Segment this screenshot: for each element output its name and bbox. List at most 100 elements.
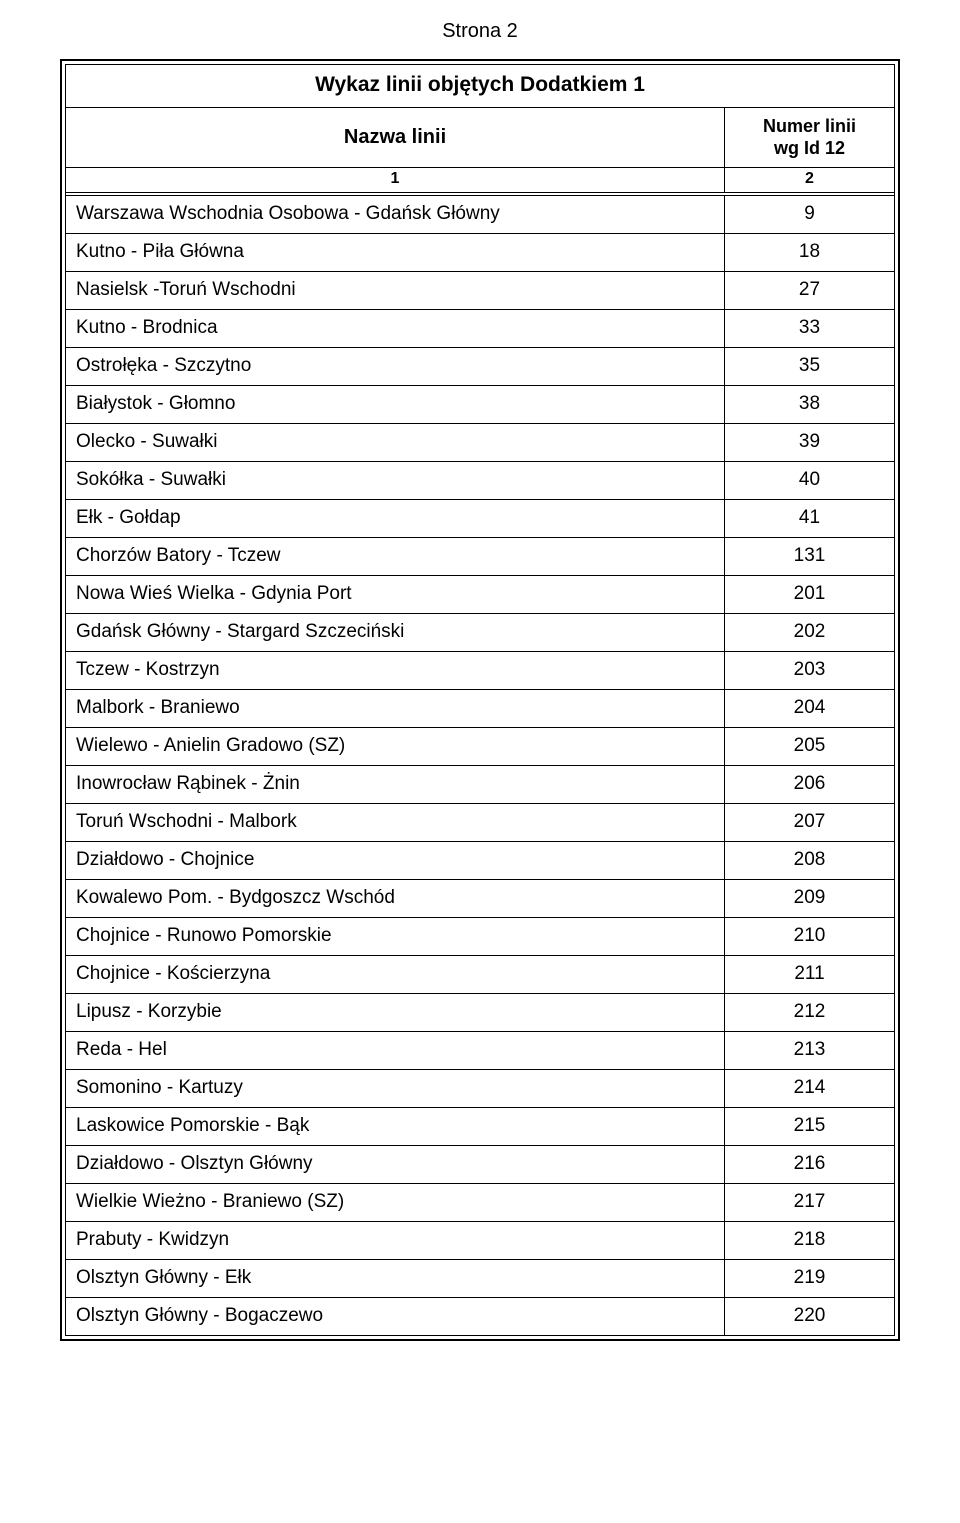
table-row: Gdańsk Główny - Stargard Szczeciński202 bbox=[66, 613, 894, 651]
line-number: 208 bbox=[724, 842, 894, 879]
header-num-line2: wg Id 12 bbox=[774, 138, 845, 158]
line-name: Chojnice - Runowo Pomorskie bbox=[66, 918, 724, 955]
table-row: Działdowo - Chojnice208 bbox=[66, 841, 894, 879]
table-row: Warszawa Wschodnia Osobowa - Gdańsk Głów… bbox=[66, 196, 894, 233]
table-row: Kutno - Brodnica33 bbox=[66, 309, 894, 347]
line-name: Olsztyn Główny - Bogaczewo bbox=[66, 1298, 724, 1335]
table-row: Tczew - Kostrzyn203 bbox=[66, 651, 894, 689]
table-row: Laskowice Pomorskie - Bąk215 bbox=[66, 1107, 894, 1145]
line-name: Nasielsk -Toruń Wschodni bbox=[66, 272, 724, 309]
line-number: 218 bbox=[724, 1222, 894, 1259]
line-number: 203 bbox=[724, 652, 894, 689]
colnum-right: 2 bbox=[724, 168, 894, 192]
line-number: 209 bbox=[724, 880, 894, 917]
line-number: 39 bbox=[724, 424, 894, 461]
line-name: Laskowice Pomorskie - Bąk bbox=[66, 1108, 724, 1145]
table-row: Lipusz - Korzybie212 bbox=[66, 993, 894, 1031]
line-name: Reda - Hel bbox=[66, 1032, 724, 1069]
line-name: Sokółka - Suwałki bbox=[66, 462, 724, 499]
line-number: 38 bbox=[724, 386, 894, 423]
line-name: Gdańsk Główny - Stargard Szczeciński bbox=[66, 614, 724, 651]
table-inner-frame: Wykaz linii objętych Dodatkiem 1 Nazwa l… bbox=[65, 64, 895, 1336]
line-number: 131 bbox=[724, 538, 894, 575]
line-number: 211 bbox=[724, 956, 894, 993]
table-row: Ostrołęka - Szczytno35 bbox=[66, 347, 894, 385]
table-row: Olecko - Suwałki39 bbox=[66, 423, 894, 461]
line-number: 212 bbox=[724, 994, 894, 1031]
line-number: 35 bbox=[724, 348, 894, 385]
line-name: Chojnice - Kościerzyna bbox=[66, 956, 724, 993]
table-row: Prabuty - Kwidzyn218 bbox=[66, 1221, 894, 1259]
table-row: Malbork - Braniewo204 bbox=[66, 689, 894, 727]
line-name: Inowrocław Rąbinek - Żnin bbox=[66, 766, 724, 803]
table-body: Warszawa Wschodnia Osobowa - Gdańsk Głów… bbox=[66, 196, 894, 1335]
line-name: Olsztyn Główny - Ełk bbox=[66, 1260, 724, 1297]
table-row: Kutno - Piła Główna18 bbox=[66, 233, 894, 271]
table-row: Działdowo - Olsztyn Główny216 bbox=[66, 1145, 894, 1183]
line-name: Działdowo - Olsztyn Główny bbox=[66, 1146, 724, 1183]
table-row: Toruń Wschodni - Malbork207 bbox=[66, 803, 894, 841]
header-num: Numer linii wg Id 12 bbox=[724, 107, 894, 167]
line-name: Ełk - Gołdap bbox=[66, 500, 724, 537]
table-row: Nasielsk -Toruń Wschodni27 bbox=[66, 271, 894, 309]
line-name: Lipusz - Korzybie bbox=[66, 994, 724, 1031]
line-name: Prabuty - Kwidzyn bbox=[66, 1222, 724, 1259]
line-number: 18 bbox=[724, 234, 894, 271]
line-name: Wielewo - Anielin Gradowo (SZ) bbox=[66, 728, 724, 765]
table-title: Wykaz linii objętych Dodatkiem 1 bbox=[66, 65, 894, 107]
line-number: 219 bbox=[724, 1260, 894, 1297]
line-name: Nowa Wieś Wielka - Gdynia Port bbox=[66, 576, 724, 613]
line-number: 33 bbox=[724, 310, 894, 347]
line-number: 216 bbox=[724, 1146, 894, 1183]
table-row: Olsztyn Główny - Ełk219 bbox=[66, 1259, 894, 1297]
line-name: Działdowo - Chojnice bbox=[66, 842, 724, 879]
colnum-left: 1 bbox=[66, 168, 724, 192]
line-name: Malbork - Braniewo bbox=[66, 690, 724, 727]
line-number: 206 bbox=[724, 766, 894, 803]
line-number: 9 bbox=[724, 196, 894, 233]
line-number: 214 bbox=[724, 1070, 894, 1107]
line-name: Chorzów Batory - Tczew bbox=[66, 538, 724, 575]
line-name: Kutno - Piła Główna bbox=[66, 234, 724, 271]
line-number: 27 bbox=[724, 272, 894, 309]
table-row: Olsztyn Główny - Bogaczewo220 bbox=[66, 1297, 894, 1335]
line-number: 220 bbox=[724, 1298, 894, 1335]
line-number: 40 bbox=[724, 462, 894, 499]
line-name: Kowalewo Pom. - Bydgoszcz Wschód bbox=[66, 880, 724, 917]
line-number: 207 bbox=[724, 804, 894, 841]
table-row: Chojnice - Kościerzyna211 bbox=[66, 955, 894, 993]
line-name: Tczew - Kostrzyn bbox=[66, 652, 724, 689]
table-row: Białystok - Głomno38 bbox=[66, 385, 894, 423]
table-row: Sokółka - Suwałki40 bbox=[66, 461, 894, 499]
line-number: 210 bbox=[724, 918, 894, 955]
line-name: Ostrołęka - Szczytno bbox=[66, 348, 724, 385]
column-index-row: 1 2 bbox=[66, 167, 894, 192]
line-number: 217 bbox=[724, 1184, 894, 1221]
table-header: Wykaz linii objętych Dodatkiem 1 Nazwa l… bbox=[66, 65, 894, 196]
table-outer-frame: Wykaz linii objętych Dodatkiem 1 Nazwa l… bbox=[60, 59, 900, 1341]
line-number: 41 bbox=[724, 500, 894, 537]
line-number: 215 bbox=[724, 1108, 894, 1145]
line-name: Kutno - Brodnica bbox=[66, 310, 724, 347]
line-name: Wielkie Wieżno - Braniewo (SZ) bbox=[66, 1184, 724, 1221]
table-row: Nowa Wieś Wielka - Gdynia Port201 bbox=[66, 575, 894, 613]
line-number: 205 bbox=[724, 728, 894, 765]
line-name: Somonino - Kartuzy bbox=[66, 1070, 724, 1107]
line-number: 204 bbox=[724, 690, 894, 727]
line-name: Białystok - Głomno bbox=[66, 386, 724, 423]
header-num-line1: Numer linii bbox=[763, 116, 856, 136]
table-row: Reda - Hel213 bbox=[66, 1031, 894, 1069]
table-row: Wielkie Wieżno - Braniewo (SZ)217 bbox=[66, 1183, 894, 1221]
table-row: Somonino - Kartuzy214 bbox=[66, 1069, 894, 1107]
line-number: 213 bbox=[724, 1032, 894, 1069]
line-number: 202 bbox=[724, 614, 894, 651]
header-row: Nazwa linii Numer linii wg Id 12 bbox=[66, 107, 894, 167]
table-row: Wielewo - Anielin Gradowo (SZ)205 bbox=[66, 727, 894, 765]
line-name: Toruń Wschodni - Malbork bbox=[66, 804, 724, 841]
table-row: Chorzów Batory - Tczew131 bbox=[66, 537, 894, 575]
line-name: Warszawa Wschodnia Osobowa - Gdańsk Głów… bbox=[66, 196, 724, 233]
table-row: Chojnice - Runowo Pomorskie210 bbox=[66, 917, 894, 955]
header-name: Nazwa linii bbox=[66, 107, 724, 167]
line-name: Olecko - Suwałki bbox=[66, 424, 724, 461]
table-row: Ełk - Gołdap41 bbox=[66, 499, 894, 537]
